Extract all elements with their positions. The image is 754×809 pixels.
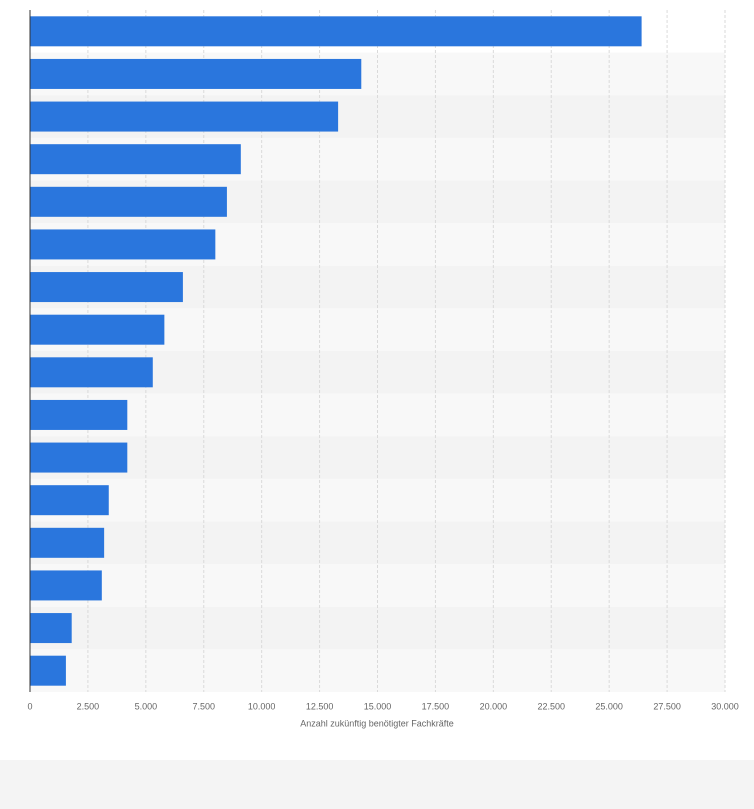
x-tick-label: 12.500 (306, 701, 334, 711)
x-tick-label: 30.000 (711, 701, 739, 711)
x-tick-label: 22.500 (537, 701, 565, 711)
bar (30, 357, 153, 388)
x-tick-label: 7.500 (192, 701, 215, 711)
bar (30, 613, 72, 644)
bar (30, 399, 128, 430)
x-axis-label: Anzahl zukünftig benötigter Fachkräfte (300, 718, 454, 728)
bar (30, 570, 102, 601)
x-tick-label: 10.000 (248, 701, 276, 711)
x-tick-label: 0 (27, 701, 32, 711)
x-tick-label: 17.500 (422, 701, 450, 711)
bar (30, 314, 165, 345)
x-tick-label: 27.500 (653, 701, 681, 711)
bar (30, 229, 216, 260)
bar (30, 101, 339, 132)
bar (30, 272, 183, 303)
bar (30, 655, 66, 686)
bar (30, 144, 241, 175)
x-tick-label: 20.000 (480, 701, 508, 711)
x-tick-label: 25.000 (595, 701, 623, 711)
bar (30, 58, 362, 89)
x-tick-label: 2.500 (77, 701, 100, 711)
bar (30, 442, 128, 473)
bar (30, 16, 642, 47)
x-tick-label: 5.000 (135, 701, 158, 711)
bar (30, 186, 227, 217)
bar (30, 485, 109, 516)
x-tick-label: 15.000 (364, 701, 392, 711)
bar (30, 527, 105, 558)
